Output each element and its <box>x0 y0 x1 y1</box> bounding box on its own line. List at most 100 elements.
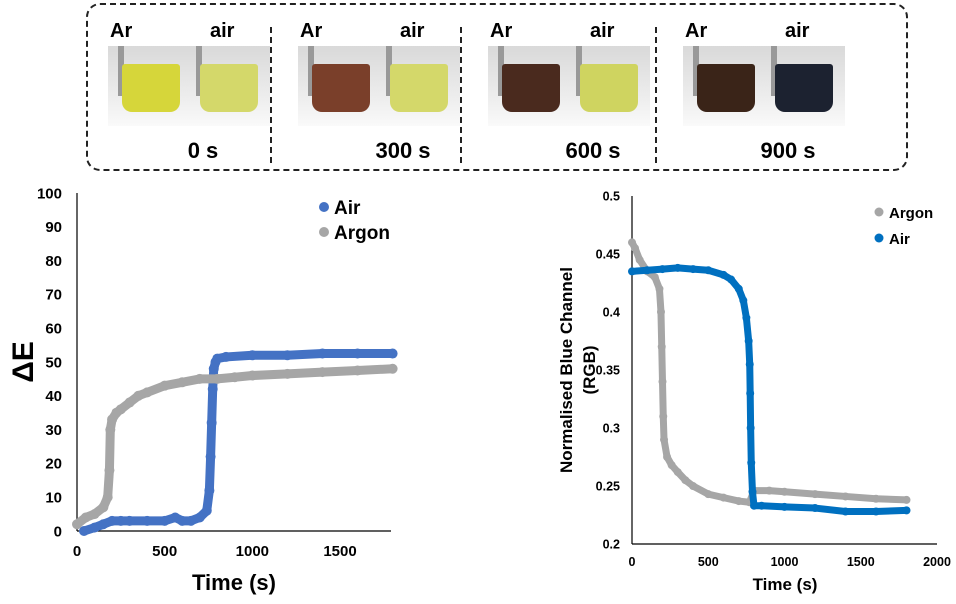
data-point <box>98 519 109 530</box>
data-point <box>660 435 669 444</box>
data-point <box>317 367 328 378</box>
y-tick-label: 50 <box>45 354 62 371</box>
photo-panel: Ar air 0 s <box>98 0 288 168</box>
data-point <box>177 377 188 388</box>
data-point <box>765 486 774 495</box>
x-axis-label: Time (s) <box>753 575 818 594</box>
y-tick-label: 0.3 <box>603 421 620 435</box>
data-point <box>142 387 153 398</box>
legend-label-argon: Argon <box>889 205 933 222</box>
data-point <box>79 526 90 536</box>
data-point <box>282 368 293 379</box>
data-point <box>780 502 789 511</box>
photo-strip <box>86 3 908 171</box>
data-point <box>719 270 728 279</box>
y-tick-label: 90 <box>45 219 62 236</box>
time-label: 300 s <box>375 138 431 163</box>
series-band <box>628 264 910 516</box>
data-point <box>387 363 398 374</box>
air-label: air <box>400 20 425 42</box>
data-point <box>201 505 212 516</box>
data-point <box>221 351 232 362</box>
series-air <box>628 263 911 516</box>
data-point <box>206 417 217 428</box>
legend-label-air: Air <box>334 198 361 219</box>
data-point <box>204 485 215 496</box>
data-point <box>673 468 682 477</box>
data-point <box>746 424 755 432</box>
legend-marker-argon <box>874 207 884 217</box>
x-tick-label: 0 <box>629 555 636 569</box>
data-point <box>656 308 665 316</box>
data-point <box>115 515 126 526</box>
data-point <box>159 380 170 391</box>
data-point <box>133 390 144 401</box>
data-point <box>739 296 748 305</box>
y-tick-label: 0.45 <box>596 247 620 261</box>
data-point <box>811 490 819 499</box>
y-tick-label: 0.4 <box>603 305 620 319</box>
data-point <box>387 348 398 359</box>
x-tick-label: 1000 <box>236 543 269 560</box>
data-point <box>177 515 188 526</box>
y-axis-label: ΔE <box>7 341 40 383</box>
y-tick-label: 0.2 <box>603 537 620 551</box>
data-point <box>102 492 113 503</box>
photo-panel: Ar air 300 s <box>288 0 478 168</box>
data-point <box>681 476 690 485</box>
y-tick-label: 70 <box>45 287 62 304</box>
photo-panel: Ar air 900 s <box>673 0 863 168</box>
data-point <box>750 501 758 510</box>
data-point <box>115 404 126 415</box>
x-tick-label: 1000 <box>771 555 799 569</box>
data-point <box>659 412 668 421</box>
y-tick-label: 60 <box>45 320 62 337</box>
data-point <box>89 509 100 520</box>
data-point <box>185 515 196 526</box>
data-point <box>72 519 82 530</box>
data-point <box>811 504 819 513</box>
panel-divider <box>460 27 462 163</box>
y-tick-label: 0.25 <box>596 479 620 493</box>
data-point <box>658 377 667 386</box>
argon-vial <box>502 64 560 112</box>
vial-photo <box>488 46 650 126</box>
data-point <box>80 512 91 523</box>
data-point <box>124 515 135 526</box>
y-tick-label: 30 <box>45 422 62 439</box>
y-tick-label: 0.35 <box>596 363 620 377</box>
data-point <box>841 492 850 501</box>
data-point <box>105 424 116 435</box>
data-point <box>643 266 652 275</box>
data-point <box>229 372 240 383</box>
data-point <box>744 337 753 345</box>
data-point <box>757 501 766 510</box>
air-vial <box>390 64 448 112</box>
x-tick-label: 1500 <box>847 555 875 569</box>
air-vial <box>200 64 258 112</box>
data-point <box>98 502 109 513</box>
y-tick-label: 0 <box>54 523 62 540</box>
x-tick-label: 2000 <box>923 555 951 569</box>
series-argon <box>628 238 911 507</box>
data-point <box>673 263 682 272</box>
data-point <box>902 506 911 515</box>
air-vial <box>580 64 638 112</box>
data-point <box>352 365 363 376</box>
data-point <box>872 507 880 516</box>
series-band <box>72 364 398 529</box>
data-point <box>872 494 880 503</box>
photo-panel: Ar air 600 s <box>478 0 668 168</box>
data-point <box>704 266 713 275</box>
vial-photo <box>298 46 460 126</box>
data-point <box>663 453 672 461</box>
x-axis-label: Time (s) <box>192 570 276 595</box>
time-label: 900 s <box>760 138 816 163</box>
data-point <box>689 482 697 490</box>
data-point <box>650 273 659 282</box>
data-point <box>902 495 911 504</box>
blue-channel-chart: 0 500 1000 1500 2000 0.2 0.25 0.3 0.35 0.4 0.45 0.5… <box>557 189 951 594</box>
argon-vial <box>122 64 180 112</box>
data-point <box>658 265 667 274</box>
